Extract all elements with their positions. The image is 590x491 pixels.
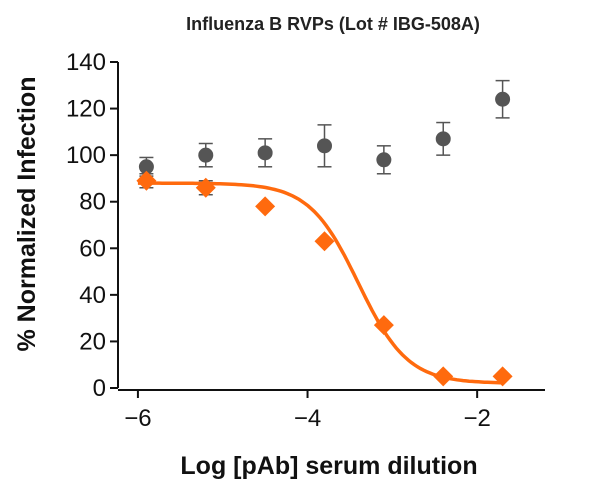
x-tick-label: −4 bbox=[294, 405, 321, 432]
y-tick-label: 40 bbox=[79, 282, 106, 309]
data-point-circle bbox=[495, 91, 511, 107]
axes: 0 20 40 60 80 100 120 140 −6 −4 −2 bbox=[66, 49, 545, 432]
x-tick-label: −6 bbox=[124, 405, 151, 432]
y-tick-label: 20 bbox=[79, 328, 106, 355]
data-point-diamond bbox=[136, 170, 157, 191]
data-point-circle bbox=[257, 145, 273, 161]
y-tick-label: 60 bbox=[79, 235, 106, 262]
y-tick-label: 80 bbox=[79, 189, 106, 216]
y-tick-label: 120 bbox=[66, 96, 106, 123]
x-axis-label: Log [pAb] serum dilution bbox=[180, 452, 477, 480]
y-axis-label: % Normalized Infection bbox=[13, 76, 41, 351]
data-point-diamond bbox=[314, 231, 335, 252]
y-tick-label: 140 bbox=[66, 49, 106, 76]
data-marks bbox=[136, 79, 513, 387]
y-tick-label: 0 bbox=[93, 375, 106, 402]
fit-curve-line bbox=[137, 181, 503, 385]
data-point-circle bbox=[138, 159, 154, 175]
chart-title: Influenza B RVPs (Lot # IBG-508A) bbox=[186, 14, 480, 34]
data-point-diamond bbox=[492, 366, 513, 387]
data-point-diamond bbox=[433, 366, 454, 387]
data-point-circle bbox=[317, 138, 332, 154]
data-point-diamond bbox=[195, 177, 216, 198]
data-point-circle bbox=[376, 152, 392, 168]
data-point-diamond bbox=[255, 196, 276, 217]
data-point-circle bbox=[435, 131, 451, 147]
y-tick-label: 100 bbox=[66, 142, 106, 169]
data-point-circle bbox=[198, 147, 214, 163]
x-tick-label: −2 bbox=[463, 405, 490, 432]
data-point-diamond bbox=[373, 315, 394, 336]
